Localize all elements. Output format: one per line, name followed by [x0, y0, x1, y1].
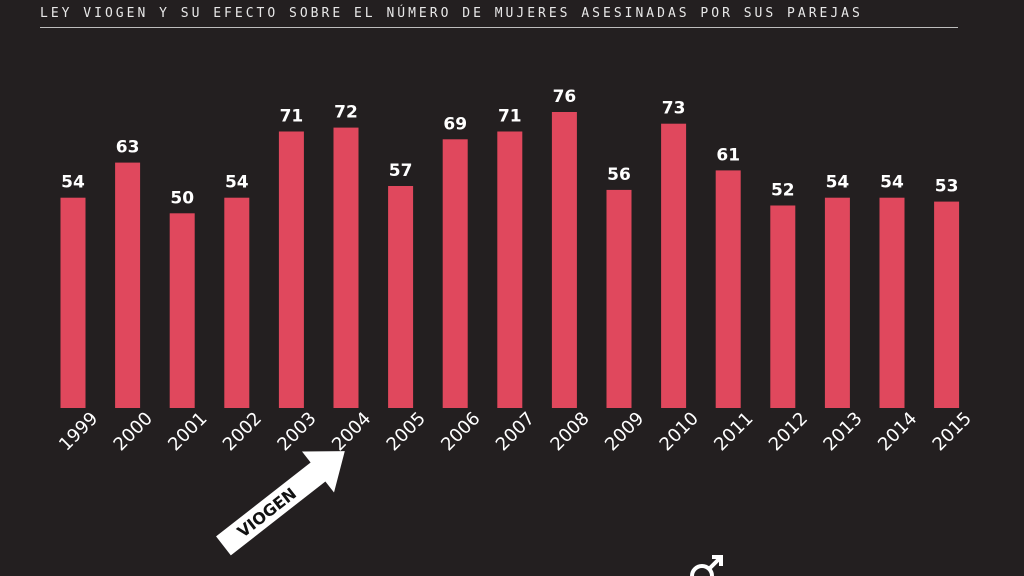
x-tick-2006: 2006: [437, 408, 484, 455]
male-symbol-icon: [690, 555, 723, 576]
bar-2011: [715, 170, 741, 408]
bar-2000: [115, 162, 141, 408]
bar-2002: [224, 197, 250, 408]
x-tick-2013: 2013: [819, 408, 866, 455]
value-label-2010: 73: [662, 99, 686, 119]
bar-2014: [879, 197, 905, 408]
x-tick-2003: 2003: [273, 408, 320, 455]
x-tick-2007: 2007: [492, 408, 539, 455]
chart-title: LEY VIOGEN Y SU EFECTO SOBRE EL NÚMERO D…: [40, 6, 863, 21]
bar-2010: [661, 123, 687, 408]
value-label-2013: 54: [826, 173, 850, 193]
x-tick-2000: 2000: [110, 408, 157, 455]
x-tick-2008: 2008: [546, 408, 593, 455]
bar-2008: [551, 112, 577, 408]
bar-2013: [824, 197, 850, 408]
bar-2006: [442, 139, 468, 409]
value-label-2012: 52: [771, 181, 795, 201]
arrow-shape: [216, 451, 345, 556]
arrow-label: VIOGEN: [234, 484, 300, 542]
x-tick-2004: 2004: [328, 408, 375, 455]
bar-2001: [169, 213, 195, 408]
value-label-2006: 69: [443, 114, 467, 134]
bar-2015: [934, 201, 960, 408]
x-tick-labels-layer: 1999 2000 2001 2002 2003 2004 2005 2006 2007 2008…: [55, 408, 976, 455]
x-tick-2001: 2001: [164, 408, 211, 455]
x-tick-2010: 2010: [656, 408, 703, 455]
value-label-2011: 61: [716, 145, 740, 165]
bar-2012: [770, 205, 796, 408]
bar-2007: [497, 131, 523, 408]
x-tick-1999: 1999: [55, 408, 102, 455]
x-tick-2015: 2015: [929, 408, 976, 455]
value-label-2005: 57: [389, 161, 413, 181]
title-divider: [40, 27, 958, 28]
bar-2005: [388, 186, 414, 408]
x-tick-2011: 2011: [710, 408, 757, 455]
value-label-2002: 54: [225, 173, 249, 193]
value-label-2004: 72: [334, 103, 358, 123]
value-label-2015: 53: [935, 177, 959, 197]
bar-2003: [278, 131, 304, 408]
bar-2009: [606, 189, 632, 408]
value-label-1999: 54: [61, 173, 85, 193]
x-tick-2009: 2009: [601, 408, 648, 455]
x-tick-2012: 2012: [765, 408, 812, 455]
value-labels-layer: 54 63 50 54 71 72 57 69 71 76 56 73 61 52 54 54 53: [61, 87, 958, 208]
x-tick-2014: 2014: [874, 408, 921, 455]
bars-layer: [60, 112, 960, 409]
value-label-2009: 56: [607, 165, 631, 185]
bar-1999: [60, 197, 86, 408]
value-label-2003: 71: [280, 107, 304, 127]
value-label-2007: 71: [498, 107, 522, 127]
value-label-2000: 63: [116, 138, 140, 158]
x-tick-2005: 2005: [383, 408, 430, 455]
value-label-2014: 54: [880, 173, 904, 193]
value-label-2008: 76: [553, 87, 577, 107]
value-label-2001: 50: [170, 188, 194, 208]
bar-2004: [333, 127, 359, 408]
x-tick-2002: 2002: [219, 408, 266, 455]
